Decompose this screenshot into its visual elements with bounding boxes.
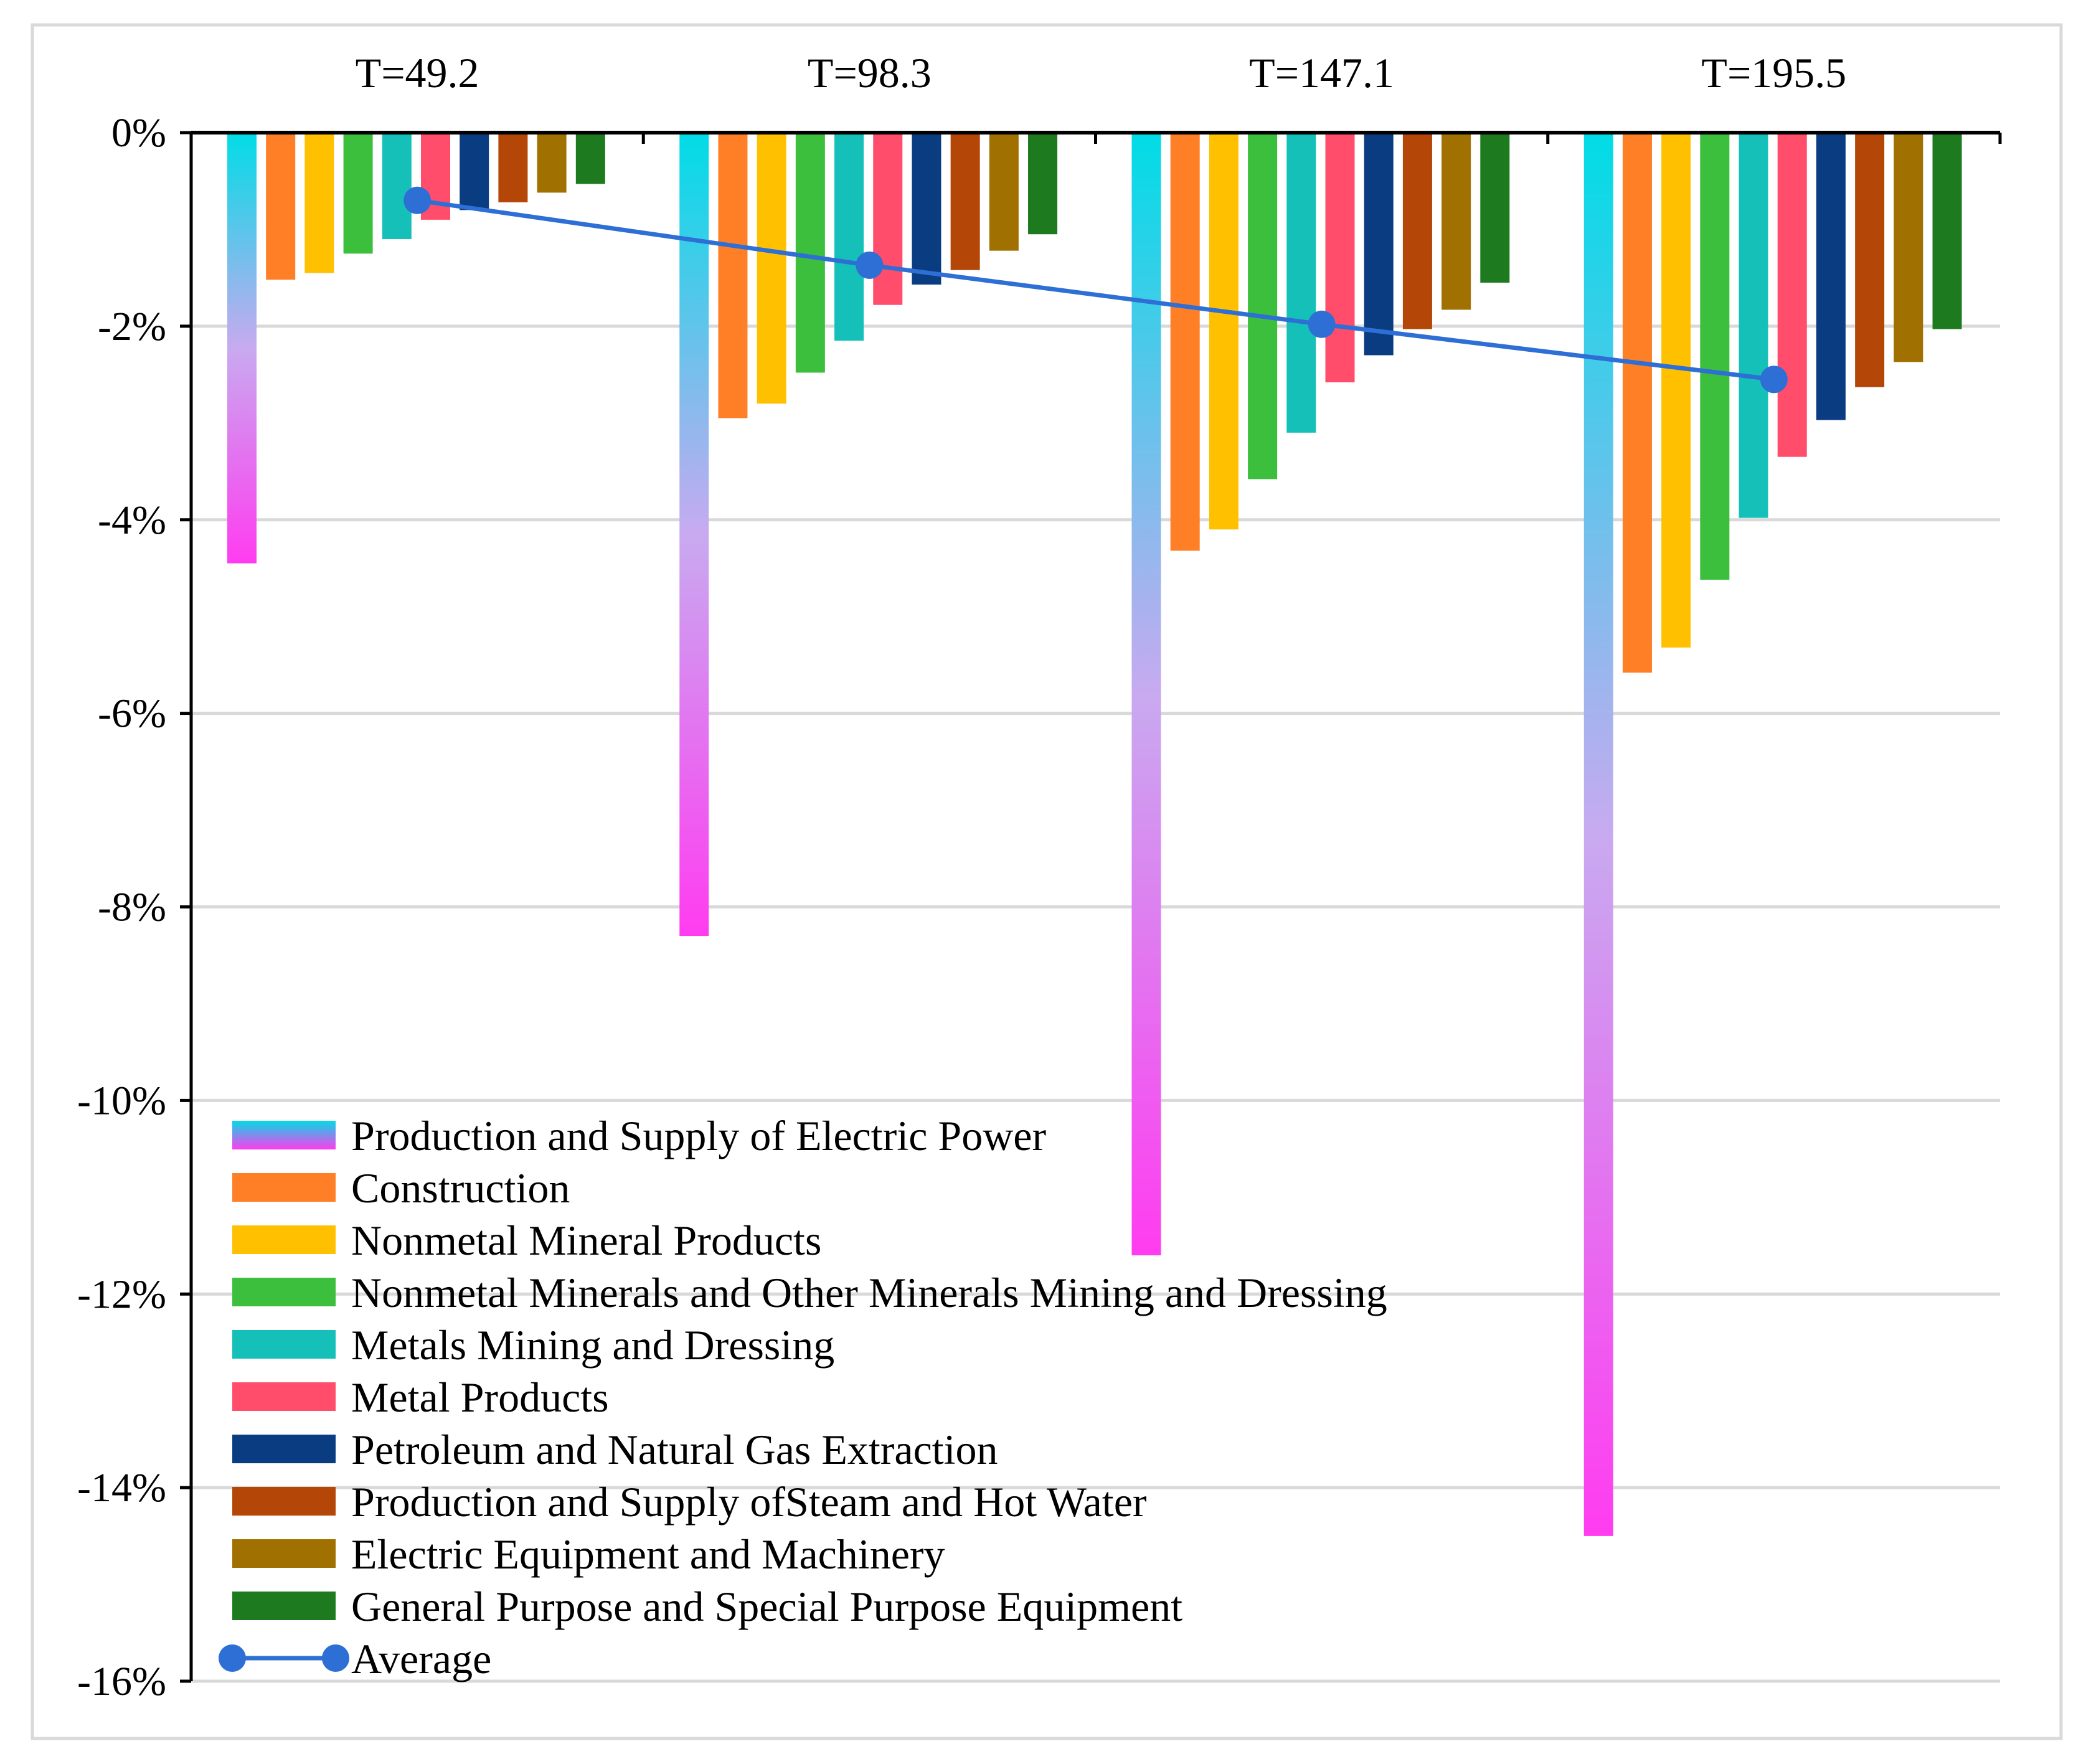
legend-swatch bbox=[232, 1173, 336, 1202]
bar bbox=[498, 133, 528, 202]
bar bbox=[1480, 133, 1510, 283]
bar bbox=[950, 133, 980, 270]
bar bbox=[343, 133, 373, 254]
legend-marker bbox=[219, 1644, 246, 1672]
average-point bbox=[403, 186, 432, 214]
legend-label: Average bbox=[351, 1635, 491, 1682]
legend-label: General Purpose and Special Purpose Equi… bbox=[351, 1583, 1182, 1630]
bar bbox=[1739, 133, 1768, 518]
legend-label: Nonmetal Mineral Products bbox=[351, 1217, 821, 1264]
y-tick-label: 0% bbox=[111, 110, 166, 156]
legend-label: Nonmetal Minerals and Other Minerals Min… bbox=[351, 1269, 1387, 1316]
legend-label: Metal Products bbox=[351, 1374, 609, 1421]
bar bbox=[1028, 133, 1058, 235]
bar bbox=[757, 133, 786, 404]
bar bbox=[679, 133, 709, 936]
bar bbox=[1894, 133, 1923, 362]
category-label: T=98.3 bbox=[808, 49, 932, 97]
y-tick-label: -4% bbox=[98, 498, 166, 543]
bar bbox=[575, 133, 605, 184]
legend-swatch bbox=[232, 1592, 336, 1620]
bar bbox=[1777, 133, 1807, 457]
bar bbox=[795, 133, 825, 373]
bar bbox=[537, 133, 567, 193]
y-tick-label: -10% bbox=[77, 1078, 166, 1123]
bar bbox=[1286, 133, 1316, 433]
bar bbox=[382, 133, 412, 239]
category-label: T=195.5 bbox=[1701, 49, 1846, 97]
average-line bbox=[417, 198, 1775, 382]
legend-swatch bbox=[232, 1121, 336, 1149]
bar bbox=[1402, 133, 1432, 329]
bar bbox=[266, 133, 296, 280]
legend-swatch bbox=[232, 1278, 336, 1306]
legend-marker bbox=[322, 1644, 349, 1672]
bar bbox=[1209, 133, 1239, 530]
legend-swatch bbox=[232, 1435, 336, 1463]
legend-label: Production and Supply of Electric Power bbox=[351, 1112, 1046, 1159]
bar bbox=[1816, 133, 1846, 420]
bar bbox=[304, 133, 334, 273]
legend-label: Metals Mining and Dressing bbox=[351, 1321, 834, 1369]
legend-label: Petroleum and Natural Gas Extraction bbox=[351, 1426, 998, 1473]
bar bbox=[873, 133, 903, 305]
bar bbox=[1661, 133, 1691, 648]
legend-swatch bbox=[232, 1539, 336, 1568]
bar bbox=[1622, 133, 1652, 673]
y-tick-label: -16% bbox=[77, 1659, 166, 1704]
legend-label: Construction bbox=[351, 1164, 570, 1212]
legend-swatch bbox=[232, 1382, 336, 1411]
bar bbox=[718, 133, 748, 418]
bar bbox=[1170, 133, 1200, 551]
legend-label: Production and Supply ofSteam and Hot Wa… bbox=[351, 1478, 1147, 1526]
bar bbox=[1131, 133, 1161, 1256]
average-point bbox=[1308, 310, 1336, 338]
bar bbox=[1583, 133, 1613, 1536]
average-point bbox=[1760, 366, 1788, 394]
bar bbox=[227, 133, 257, 564]
category-label: T=147.1 bbox=[1249, 49, 1394, 97]
bar bbox=[1248, 133, 1278, 479]
bar bbox=[1700, 133, 1730, 580]
y-tick-label: -2% bbox=[98, 304, 166, 349]
legend-swatch bbox=[232, 1487, 336, 1516]
bar bbox=[834, 133, 864, 341]
y-tick-label: -14% bbox=[77, 1465, 166, 1511]
bar bbox=[1441, 133, 1471, 310]
bar bbox=[912, 133, 941, 285]
bar bbox=[460, 133, 489, 210]
y-tick-label: -12% bbox=[77, 1271, 166, 1317]
y-tick-label: -8% bbox=[98, 885, 166, 930]
y-tick-label: -6% bbox=[98, 691, 166, 737]
legend-swatch bbox=[232, 1330, 336, 1359]
average-point bbox=[856, 251, 884, 279]
legend-swatch bbox=[232, 1225, 336, 1254]
category-label: T=49.2 bbox=[356, 49, 479, 97]
bar bbox=[1855, 133, 1885, 387]
bar bbox=[1325, 133, 1355, 383]
bar bbox=[1932, 133, 1962, 329]
bar bbox=[1364, 133, 1394, 356]
bar bbox=[989, 133, 1019, 251]
legend-label: Electric Equipment and Machinery bbox=[351, 1531, 945, 1578]
